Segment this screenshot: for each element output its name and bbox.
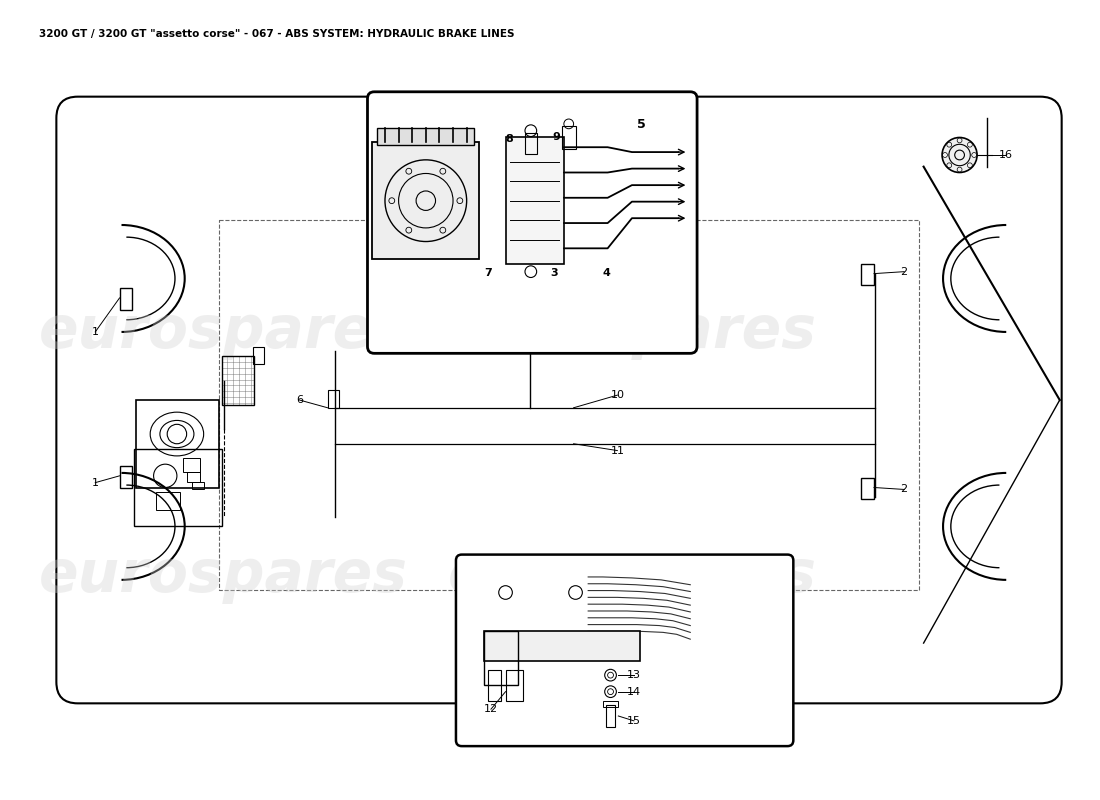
Text: 12: 12 [484, 704, 498, 714]
Bar [488, 670, 501, 702]
Text: 15: 15 [627, 716, 641, 726]
Bar [192, 482, 205, 490]
Bar [506, 138, 564, 264]
Bar [525, 133, 537, 154]
Text: 4: 4 [603, 267, 611, 278]
FancyBboxPatch shape [456, 554, 793, 746]
Bar [484, 631, 518, 685]
Text: 8: 8 [506, 134, 514, 144]
Text: 2: 2 [901, 266, 908, 277]
Text: 13: 13 [627, 670, 641, 680]
Text: 5: 5 [637, 118, 646, 130]
Bar [606, 706, 615, 726]
Text: 2: 2 [901, 485, 908, 494]
Text: 7: 7 [484, 267, 492, 278]
Text: 3: 3 [550, 267, 558, 278]
Text: 1: 1 [91, 327, 99, 337]
Bar [183, 458, 200, 472]
Bar [136, 400, 219, 487]
Bar [187, 472, 200, 482]
Text: 6: 6 [296, 395, 303, 405]
Bar [155, 492, 179, 510]
Bar [328, 390, 339, 408]
Bar [377, 128, 474, 146]
Bar [562, 126, 575, 149]
Bar [861, 264, 875, 286]
Text: eurospares: eurospares [448, 546, 816, 603]
Bar [484, 631, 640, 661]
Bar [861, 478, 875, 499]
Bar [120, 466, 132, 487]
FancyBboxPatch shape [367, 92, 697, 354]
Text: 1: 1 [91, 478, 99, 488]
Circle shape [942, 138, 977, 173]
Text: eurospares: eurospares [40, 303, 408, 361]
Bar [134, 449, 221, 526]
Text: 3200 GT / 3200 GT "assetto corse" - 067 - ABS SYSTEM: HYDRAULIC BRAKE LINES: 3200 GT / 3200 GT "assetto corse" - 067 … [39, 29, 515, 38]
Bar [253, 346, 264, 364]
Bar [221, 356, 254, 405]
Bar [372, 142, 480, 259]
Text: 9: 9 [552, 133, 560, 142]
Text: eurospares: eurospares [40, 546, 408, 603]
Bar [603, 702, 618, 707]
Bar [219, 220, 918, 590]
Text: 16: 16 [999, 150, 1013, 160]
Text: 14: 14 [627, 686, 641, 697]
Text: 10: 10 [610, 390, 625, 400]
Bar [506, 670, 522, 702]
Text: eurospares: eurospares [448, 303, 816, 361]
Bar [120, 288, 132, 310]
Text: 11: 11 [610, 446, 625, 455]
